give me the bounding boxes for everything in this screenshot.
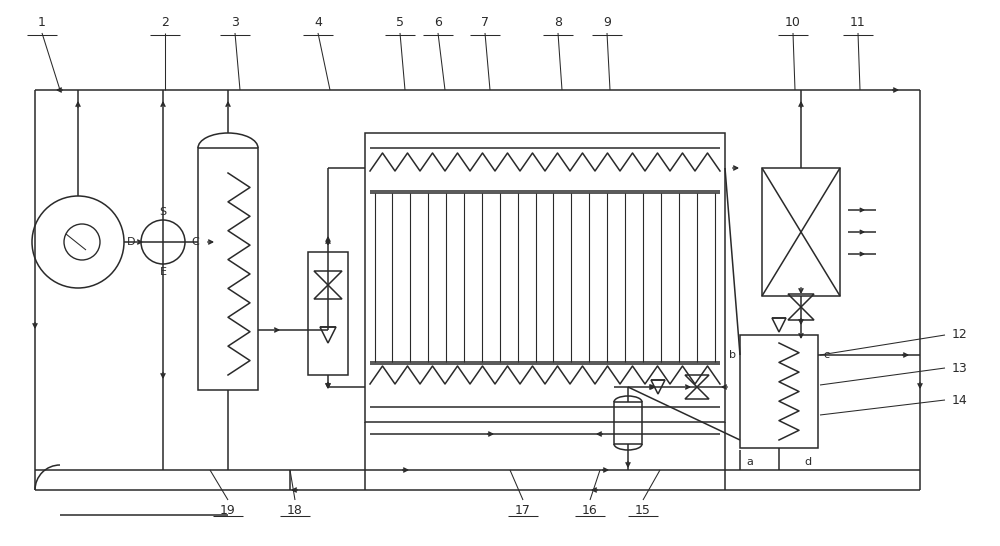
Text: 18: 18 <box>287 503 303 517</box>
Bar <box>614 402 642 444</box>
Bar <box>365 133 725 422</box>
Text: 13: 13 <box>952 361 968 375</box>
Text: 12: 12 <box>952 329 968 341</box>
Text: 16: 16 <box>582 503 598 517</box>
Text: 3: 3 <box>231 15 239 28</box>
Text: a: a <box>747 457 753 467</box>
Text: 11: 11 <box>850 15 866 28</box>
Bar <box>762 168 840 296</box>
Text: 5: 5 <box>396 15 404 28</box>
Bar <box>740 335 818 448</box>
Text: D: D <box>127 237 135 247</box>
Text: 8: 8 <box>554 15 562 28</box>
Text: 4: 4 <box>314 15 322 28</box>
Text: b: b <box>728 350 736 360</box>
Text: 15: 15 <box>635 503 651 517</box>
Text: C: C <box>191 237 199 247</box>
Text: 19: 19 <box>220 503 236 517</box>
Text: 6: 6 <box>434 15 442 28</box>
Bar <box>308 252 348 375</box>
Text: 9: 9 <box>603 15 611 28</box>
Text: E: E <box>160 267 166 277</box>
Text: d: d <box>804 457 812 467</box>
Text: 1: 1 <box>38 15 46 28</box>
Text: 7: 7 <box>481 15 489 28</box>
Text: c: c <box>823 350 829 360</box>
Bar <box>198 148 258 390</box>
Text: 10: 10 <box>785 15 801 28</box>
Text: 2: 2 <box>161 15 169 28</box>
Text: 17: 17 <box>515 503 531 517</box>
Text: S: S <box>159 207 167 217</box>
Text: 14: 14 <box>952 394 968 407</box>
